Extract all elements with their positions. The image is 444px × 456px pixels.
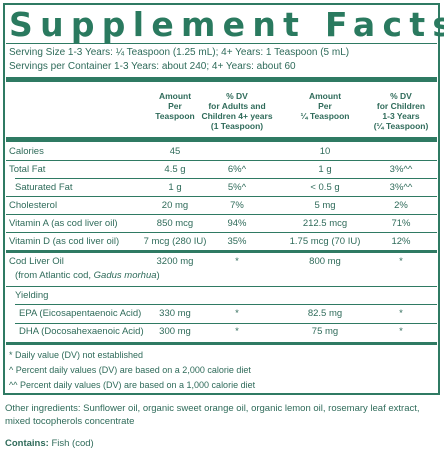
divider [6,43,437,44]
footnote: ^ Percent daily values (DV) are based on… [9,365,251,375]
nutrient-name: Vitamin D (as cod liver oil) [9,236,120,247]
divider [6,160,437,161]
nutrient-name: Total Fat [9,164,46,175]
dv-adults: * [235,308,239,319]
header-line: for Children [376,101,426,111]
header-line: % DV [226,91,248,101]
cod-species: Gadus morhua [93,270,157,281]
header-line: Amount [308,91,342,101]
cod-source-text: (from Atlantic cod, Gadus morhua) [15,270,160,281]
divider [15,323,437,324]
amount-per-quarter-teaspoon: 5 mg [314,200,336,211]
header-line: Per [168,101,182,111]
divider-thick [6,250,437,253]
panel-title: Supplement Facts [9,5,444,44]
nutrient-name: Calories [9,146,44,157]
amount-per-quarter-teaspoon: 10 [319,146,331,157]
amount-per-quarter-teaspoon: 800 mg [309,256,341,267]
amount-per-teaspoon: 300 mg [159,326,191,337]
contains-statement: Contains: Fish (cod) [5,437,94,450]
dv-adults: * [235,256,239,267]
header-amount-per-teaspoon: Amount Per Teaspoon [145,91,205,121]
supplement-facts-panel: Supplement Facts Serving Size 1-3 Years:… [3,3,444,395]
amount-per-teaspoon: 4.5 g [164,164,186,175]
amount-per-teaspoon: 3200 mg [156,256,194,267]
dv-adults: 7% [230,200,244,211]
servings-per-container: Servings per Container 1-3 Years: about … [9,61,296,72]
dv-children: * [399,308,403,319]
dv-children: 71% [391,218,411,229]
amount-per-teaspoon: 45 [169,146,181,157]
dv-children: * [399,326,403,337]
amount-per-teaspoon: 7 mcg (280 IU) [143,236,207,247]
amount-per-quarter-teaspoon: 212.5 mcg [302,218,348,229]
contains-label: Contains: [5,438,49,449]
dv-adults: 5%^ [227,182,247,193]
divider [15,178,437,179]
header-line: 1-3 Years [382,111,420,121]
divider-thick [6,137,437,142]
amount-per-quarter-teaspoon: 1.75 mcg (70 IU) [289,236,361,247]
dv-adults: 94% [227,218,247,229]
contains-value: Fish (cod) [48,438,94,449]
dv-children: 12% [391,236,411,247]
divider [6,214,437,215]
amount-per-quarter-teaspoon: 82.5 mg [307,308,343,319]
cod-source-prefix: (from Atlantic cod, [15,270,94,281]
header-line: Teaspoon [155,111,195,121]
amount-per-teaspoon: 20 mg [161,200,189,211]
header-line: % DV [390,91,412,101]
cod-source-suffix: ) [156,270,160,281]
amount-per-teaspoon: 330 mg [159,308,191,319]
serving-size: Serving Size 1-3 Years: ¼ Teaspoon (1.25… [9,47,350,58]
nutrient-name: DHA (Docosahexaenoic Acid) [19,326,144,337]
divider [6,232,437,233]
dv-children: 3%^^ [389,182,413,193]
divider-thick [6,77,437,82]
dv-adults: 6%^ [227,164,247,175]
nutrient-name: Vitamin A (as cod liver oil) [9,218,118,229]
header-dv-adults: % DV for Adults and Children 4+ years (1… [197,91,277,131]
header-line: ¼ Teaspoon [300,111,350,121]
divider-thick [6,342,437,345]
nutrient-name: EPA (Eicosapentaenoic Acid) [19,308,142,319]
amount-per-quarter-teaspoon: < 0.5 g [310,182,340,193]
header-line: Amount [158,91,192,101]
divider [6,286,437,287]
dv-adults: * [235,326,239,337]
header-line: for Adults and [208,101,266,111]
footnote: ^^ Percent daily values (DV) are based o… [9,380,256,390]
header-line: Per [318,101,332,111]
header-line: Children 4+ years [201,111,273,121]
nutrient-name: Cholesterol [9,200,58,211]
footnote: * Daily value (DV) not established [9,350,144,360]
header-dv-children: % DV for Children 1-3 Years (¼ Teaspoon) [366,91,436,131]
divider [6,196,437,197]
amount-per-quarter-teaspoon: 75 mg [311,326,339,337]
amount-per-quarter-teaspoon: 1 g [318,164,332,175]
yielding-label: Yielding [15,290,49,301]
amount-per-teaspoon: 1 g [168,182,182,193]
amount-per-teaspoon: 850 mcg [156,218,194,229]
divider [15,304,437,305]
other-ingredients: Other ingredients: Sunflower oil, organi… [5,403,420,427]
header-line: (1 Teaspoon) [210,121,264,131]
dv-children: 2% [394,200,408,211]
header-amount-per-quarter-teaspoon: Amount Per ¼ Teaspoon [290,91,360,121]
nutrient-name: Cod Liver Oil [9,256,64,267]
header-line: (¼ Teaspoon) [373,121,429,131]
dv-adults: 35% [227,236,247,247]
dv-children: 3%^^ [389,164,413,175]
nutrient-name: Saturated Fat [15,182,73,193]
dv-children: * [399,256,403,267]
